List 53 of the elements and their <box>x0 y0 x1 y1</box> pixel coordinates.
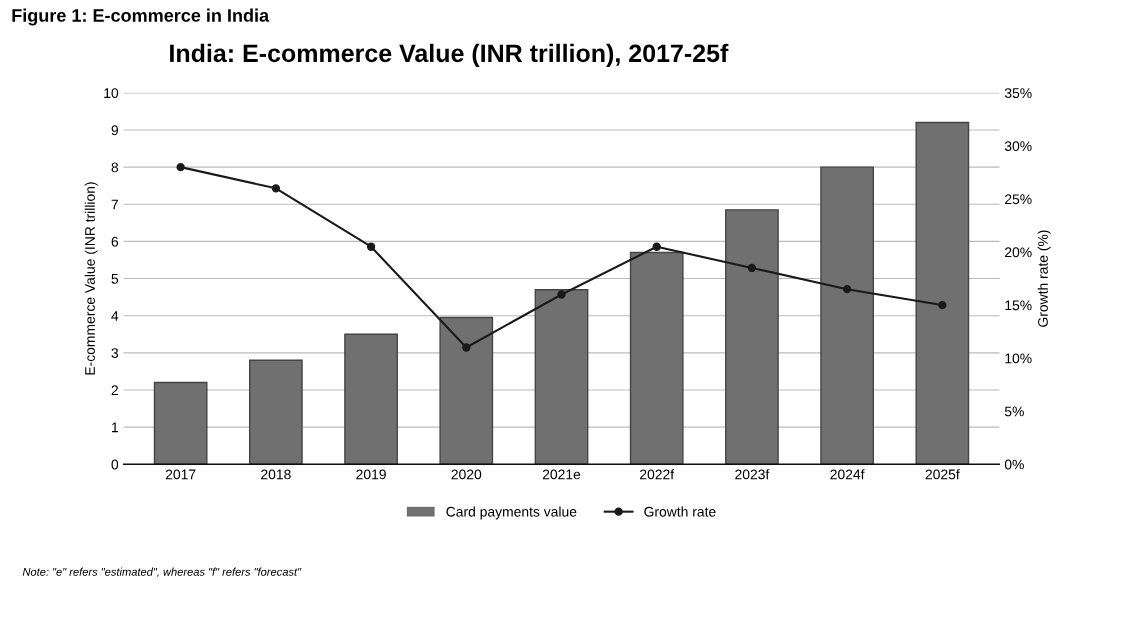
x-tick-label: 2020 <box>451 469 482 480</box>
bar <box>820 166 875 465</box>
caption: Figure 1: E-commerce in India <box>12 8 270 26</box>
y-tick-label: 4 <box>111 311 119 321</box>
point <box>462 343 471 352</box>
y-axis-title: E-commerce Value (INR trillion) <box>84 182 98 375</box>
x-tick-label: 2017 <box>165 469 196 480</box>
y-tick-label: 5 <box>111 274 119 284</box>
point <box>938 300 947 310</box>
x-tick-label: 2023f <box>735 469 770 480</box>
point <box>747 263 757 273</box>
y-tick-label: 6 <box>111 236 119 247</box>
y-tick-label: 2 <box>111 385 118 395</box>
x-tick-label: 2024f <box>830 469 865 480</box>
y2-tick-label: 0% <box>1004 459 1024 470</box>
bar <box>725 209 779 465</box>
bar <box>915 121 970 465</box>
legend-label: Card payments value <box>446 506 577 520</box>
y-tick-label: 9 <box>111 125 119 136</box>
y2-tick-label: 5% <box>1004 406 1024 417</box>
bar <box>248 359 303 465</box>
y2-tick-label: 10% <box>1005 353 1032 364</box>
x-tick-label: 2021e <box>542 469 581 480</box>
point <box>176 162 185 172</box>
y2-tick-label: 25% <box>1005 194 1032 205</box>
y-tick-label: 3 <box>111 348 119 358</box>
y2-tick-label: 35% <box>1004 88 1032 99</box>
y2-tick-label: 30% <box>1004 141 1032 152</box>
bar <box>344 333 398 465</box>
bar <box>153 381 208 465</box>
y-tick-label: 8 <box>111 162 119 173</box>
chart-title: India: E-commerce Value (INR trillion), 2017-25f <box>170 43 729 68</box>
point <box>557 290 566 299</box>
x-tick-label: 2022f <box>640 469 675 480</box>
y2-tick-label: 15% <box>1005 300 1032 311</box>
y-tick-label: 1 <box>112 422 118 433</box>
bar <box>439 316 494 465</box>
legend-label: Growth rate <box>644 506 716 517</box>
text: Note: "e" refers "estimated", whereas "f" refers "forecast" <box>22 567 302 578</box>
point <box>842 284 852 294</box>
point <box>652 242 661 251</box>
y-tick-label: 0 <box>111 459 119 470</box>
x-tick-label: 2018 <box>261 469 291 480</box>
x-tick-label: 2019 <box>356 469 386 480</box>
bar <box>629 251 684 465</box>
point <box>271 184 281 193</box>
x-tick-label: 2025f <box>925 469 960 480</box>
point <box>366 242 376 251</box>
y2-axis-title: Growth rate (%) <box>1037 230 1051 327</box>
y2-tick-label: 20% <box>1005 247 1032 258</box>
y-tick-label: 10 <box>104 88 119 99</box>
y-tick-label: 7 <box>111 199 118 210</box>
bar <box>534 288 589 465</box>
